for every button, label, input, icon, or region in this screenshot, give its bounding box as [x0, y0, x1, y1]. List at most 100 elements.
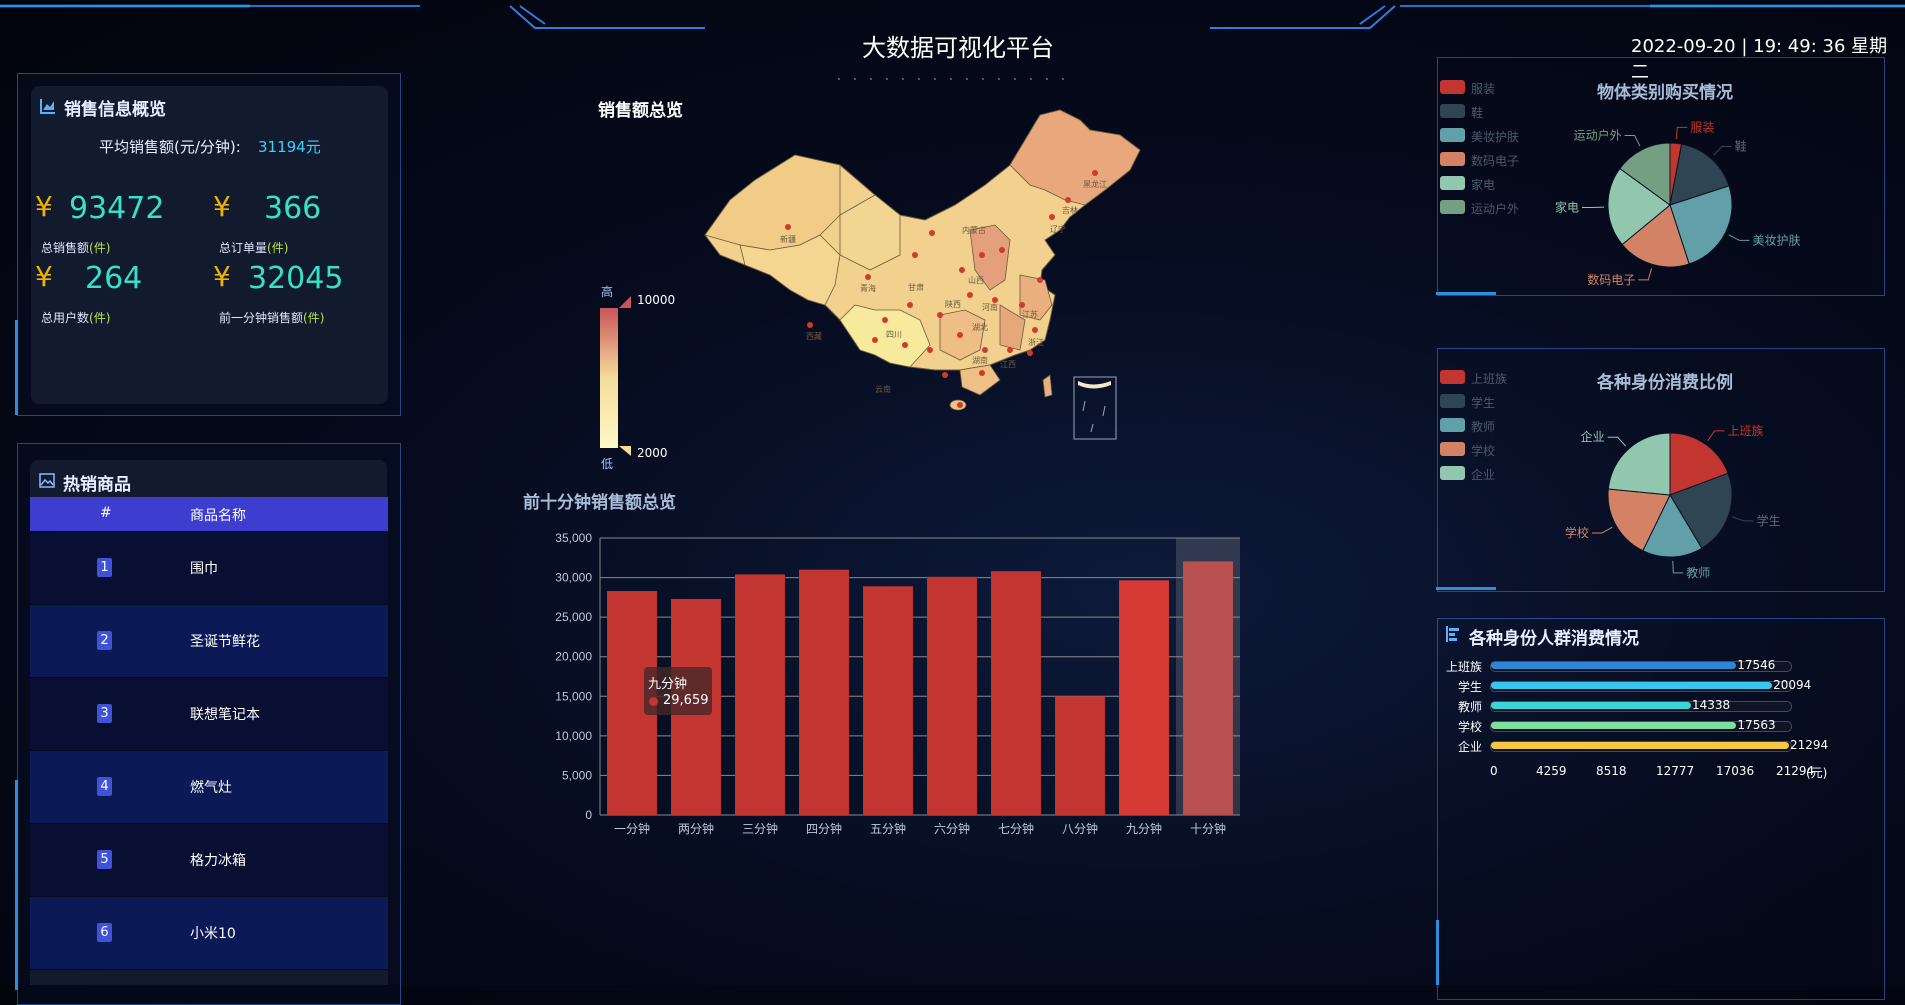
consumption-row-label: 教师 [1440, 698, 1482, 715]
tooltip-label: 九分钟 [648, 673, 687, 692]
panel-accent [1436, 587, 1496, 590]
consumption-bar-fill[interactable] [1491, 662, 1736, 669]
legend-swatch[interactable] [1440, 442, 1465, 456]
consumption-bar-fill[interactable] [1491, 722, 1736, 729]
svg-text:云南: 云南 [875, 384, 891, 394]
rank-badge: 6 [97, 923, 112, 942]
visual-map-high: 高 [601, 283, 613, 300]
product-name: 格力冰箱 [190, 850, 246, 870]
svg-text:甘肃: 甘肃 [908, 282, 924, 292]
legend-label[interactable]: 上班族 [1471, 370, 1507, 387]
svg-text:陕西: 陕西 [945, 299, 961, 309]
x-tick-label: 四分钟 [806, 821, 842, 836]
product-name: 燃气灶 [190, 777, 232, 797]
svg-text:江西: 江西 [1000, 360, 1016, 369]
total-sales-value: 93472 [69, 191, 164, 226]
consumption-bar-fill[interactable] [1491, 742, 1789, 749]
legend-label[interactable]: 企业 [1471, 466, 1495, 483]
product-name: 小米10 [190, 923, 236, 943]
bar[interactable] [863, 586, 913, 815]
pie-label-line [1732, 517, 1753, 521]
visual-map-gradient[interactable] [600, 308, 618, 448]
total-users-label: 总用户数(件) [41, 309, 110, 326]
legend-swatch[interactable] [1440, 176, 1465, 190]
legend-label[interactable]: 美妆护肤 [1471, 128, 1519, 145]
svg-text:黑龙江: 黑龙江 [1083, 179, 1107, 189]
y-tick-label: 20,000 [555, 650, 592, 664]
legend-label[interactable]: 鞋 [1471, 104, 1483, 121]
bar[interactable] [991, 571, 1041, 815]
legend-swatch[interactable] [1440, 80, 1465, 94]
legend-swatch[interactable] [1440, 466, 1465, 480]
legend-swatch[interactable] [1440, 152, 1465, 166]
pie-label-line [1673, 561, 1684, 573]
svg-text:浙江: 浙江 [1028, 337, 1044, 347]
hot-products-title: 热销商品 [63, 470, 131, 495]
panel-accent [15, 780, 18, 990]
y-tick-label: 0 [585, 808, 592, 822]
table-row[interactable]: 5 格力冰箱 [30, 824, 388, 896]
legend-label[interactable]: 教师 [1471, 418, 1495, 435]
consumption-axis-tick: 0 [1490, 764, 1498, 778]
legend-label[interactable]: 学生 [1471, 394, 1495, 411]
consumption-bar-fill[interactable] [1491, 682, 1772, 689]
legend-swatch[interactable] [1440, 128, 1465, 142]
consumption-row-label: 企业 [1440, 738, 1482, 755]
x-tick-label: 八分钟 [1062, 821, 1098, 836]
consumption-title: 各种身份人群消费情况 [1469, 624, 1639, 649]
legend-label[interactable]: 家电 [1471, 176, 1495, 193]
sales-overview-title: 销售信息概览 [64, 95, 166, 120]
legend-swatch[interactable] [1440, 394, 1465, 408]
table-row[interactable]: 3 联想笔记本 [30, 678, 388, 750]
product-name: 联想笔记本 [190, 704, 260, 724]
consumption-bar-value: 17563 [1737, 718, 1775, 732]
table-row[interactable]: 2 圣诞节鲜花 [30, 605, 388, 677]
bar[interactable] [799, 570, 849, 815]
pie-label: 上班族 [1727, 424, 1763, 438]
sales-overview-panel: 销售信息概览 平均销售额(元/分钟): 31194元 ¥ 93472 总销售额(… [17, 73, 401, 416]
table-row[interactable]: 4 燃气灶 [30, 751, 388, 823]
hot-products-header: 热销商品 [30, 460, 387, 500]
pie-label: 教师 [1686, 565, 1710, 580]
chart-tooltip: 九分钟 29,659 [644, 667, 712, 715]
rank-badge: 4 [97, 777, 112, 796]
consumption-bar-value: 20094 [1773, 678, 1811, 692]
visual-map-handles[interactable] [619, 296, 631, 456]
panel-accent [15, 320, 18, 415]
legend-label[interactable]: 学校 [1471, 442, 1495, 459]
rank-badge: 1 [97, 558, 112, 577]
tooltip-marker [649, 697, 658, 706]
y-tick-label: 15,000 [555, 689, 592, 703]
svg-text:四川: 四川 [886, 330, 902, 339]
sales-overview-card: 销售信息概览 平均销售额(元/分钟): 31194元 ¥ 93472 总销售额(… [31, 86, 388, 404]
rank-badge: 3 [97, 704, 112, 723]
pie-label: 运动户外 [1574, 128, 1622, 143]
consumption-bar-fill[interactable] [1491, 702, 1691, 709]
legend-swatch[interactable] [1440, 104, 1465, 118]
bar[interactable] [735, 574, 785, 815]
svg-text:湖南: 湖南 [972, 355, 988, 365]
bar[interactable] [1119, 580, 1169, 815]
consumption-axis-unit: (元) [1806, 764, 1827, 781]
consumption-row-label: 学生 [1440, 678, 1482, 695]
pie-slice[interactable] [1608, 433, 1670, 495]
legend-label[interactable]: 服装 [1471, 80, 1495, 97]
table-row[interactable]: 1 围巾 [30, 532, 388, 604]
legend-label[interactable]: 运动户外 [1471, 200, 1519, 217]
legend-swatch[interactable] [1440, 418, 1465, 432]
bar[interactable] [1055, 696, 1105, 815]
legend-swatch[interactable] [1440, 370, 1465, 384]
pie-label-line [1638, 268, 1651, 280]
rank-badge: 5 [97, 850, 112, 869]
bar[interactable] [927, 577, 977, 815]
table-row[interactable]: 6 小米10 [30, 897, 388, 969]
pie-label-line [1714, 146, 1732, 155]
x-tick-label: 六分钟 [934, 821, 970, 836]
legend-label[interactable]: 数码电子 [1471, 152, 1519, 169]
pie-label-line [1729, 235, 1750, 240]
bar[interactable] [1183, 561, 1233, 815]
legend-swatch[interactable] [1440, 200, 1465, 214]
